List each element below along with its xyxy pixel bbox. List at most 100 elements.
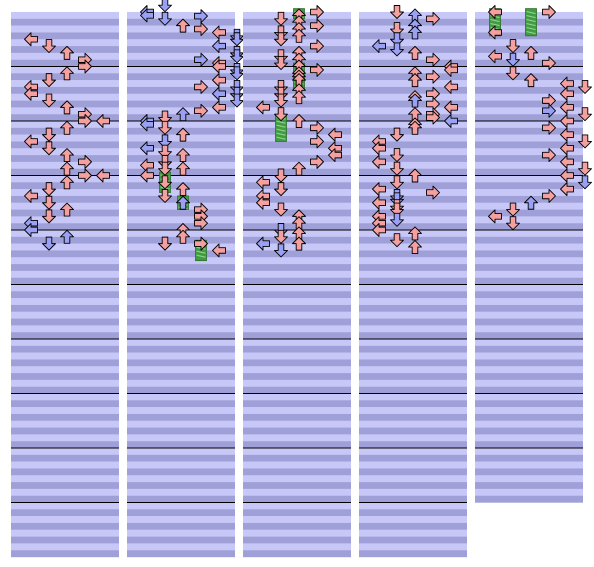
beat-band — [11, 250, 119, 258]
up-arrow-icon — [292, 226, 306, 241]
down-arrow-icon — [274, 107, 288, 122]
left-arrow-icon — [212, 59, 226, 74]
beat-band — [359, 325, 467, 333]
beat-band — [475, 168, 583, 176]
beat-band — [475, 114, 583, 122]
beat-band — [243, 366, 351, 374]
beat-band — [475, 189, 583, 197]
beat-band — [243, 495, 351, 503]
beat-band — [243, 400, 351, 408]
up-arrow-icon — [408, 45, 422, 60]
beat-band — [127, 141, 235, 149]
beat-band — [11, 284, 119, 292]
up-arrow-icon — [176, 107, 190, 122]
left-arrow-icon — [96, 114, 110, 128]
beat-band — [11, 434, 119, 442]
beat-band — [127, 427, 235, 435]
beat-band — [475, 175, 583, 183]
beat-band — [475, 86, 583, 94]
up-arrow-icon — [176, 127, 190, 142]
beat-band — [243, 311, 351, 319]
down-arrow-icon — [42, 127, 56, 142]
beat-band — [359, 284, 467, 292]
right-arrow-icon — [426, 69, 440, 84]
up-arrow-icon — [408, 93, 422, 108]
beat-band — [11, 468, 119, 476]
beat-band — [127, 420, 235, 428]
down-arrow-icon — [230, 66, 244, 81]
up-arrow-icon — [176, 18, 190, 33]
up-arrow-icon — [524, 195, 538, 210]
right-arrow-icon — [426, 110, 440, 125]
beat-band — [359, 536, 467, 544]
beat-band — [243, 127, 351, 135]
left-arrow-icon — [560, 154, 574, 169]
up-arrow-icon — [60, 148, 74, 163]
up-arrow-icon — [292, 216, 306, 231]
beat-band — [11, 475, 119, 483]
beat-band — [243, 543, 351, 551]
beat-band — [475, 100, 583, 108]
beat-band — [475, 366, 583, 374]
beat-band — [475, 161, 583, 169]
left-arrow-icon — [560, 182, 574, 197]
right-arrow-icon — [426, 52, 440, 67]
beat-band — [475, 339, 583, 347]
beat-band — [243, 475, 351, 483]
beat-band — [359, 393, 467, 401]
right-arrow-icon — [426, 11, 440, 26]
beat-band — [475, 209, 583, 217]
down-arrow-icon — [274, 11, 288, 26]
beat-band — [11, 325, 119, 333]
down-arrow-icon — [390, 148, 404, 163]
right-arrow-icon — [310, 5, 324, 19]
beat-band — [11, 441, 119, 449]
beat-band — [475, 291, 583, 299]
beat-band — [359, 509, 467, 517]
beat-band — [11, 420, 119, 428]
beat-band — [11, 32, 119, 40]
beat-band — [359, 148, 467, 156]
beat-band — [359, 420, 467, 428]
down-arrow-icon — [390, 233, 404, 248]
beat-band — [475, 400, 583, 408]
beat-band — [475, 59, 583, 67]
beat-band — [243, 189, 351, 197]
down-arrow-icon — [274, 32, 288, 47]
up-arrow-icon — [408, 226, 422, 241]
beat-band — [11, 243, 119, 251]
beat-band — [359, 39, 467, 47]
down-arrow-icon — [506, 216, 520, 231]
beat-band — [243, 352, 351, 360]
beat-band — [475, 257, 583, 265]
beat-band — [127, 325, 235, 333]
beat-band — [359, 182, 467, 190]
down-arrow-icon — [274, 93, 288, 108]
right-arrow-icon — [542, 148, 556, 163]
up-arrow-icon — [60, 229, 74, 244]
beat-band — [11, 318, 119, 326]
beat-band — [127, 277, 235, 285]
up-arrow-icon — [60, 45, 74, 60]
right-arrow-icon — [310, 62, 324, 77]
left-arrow-icon — [140, 168, 154, 183]
beat-band — [11, 311, 119, 319]
down-arrow-icon — [390, 42, 404, 57]
beat-band — [127, 536, 235, 544]
beat-band — [127, 216, 235, 224]
beat-band — [11, 216, 119, 224]
beat-band — [359, 448, 467, 456]
beat-band — [475, 230, 583, 238]
left-arrow-icon — [24, 32, 38, 47]
beat-band — [243, 339, 351, 347]
beat-band — [127, 318, 235, 326]
beat-band — [11, 461, 119, 469]
beat-band — [359, 209, 467, 217]
beat-band — [243, 522, 351, 530]
left-arrow-icon — [256, 175, 270, 190]
right-arrow-icon — [194, 9, 208, 24]
beat-band — [475, 304, 583, 312]
beat-band — [127, 475, 235, 483]
beat-band — [359, 427, 467, 435]
beat-band — [11, 141, 119, 149]
